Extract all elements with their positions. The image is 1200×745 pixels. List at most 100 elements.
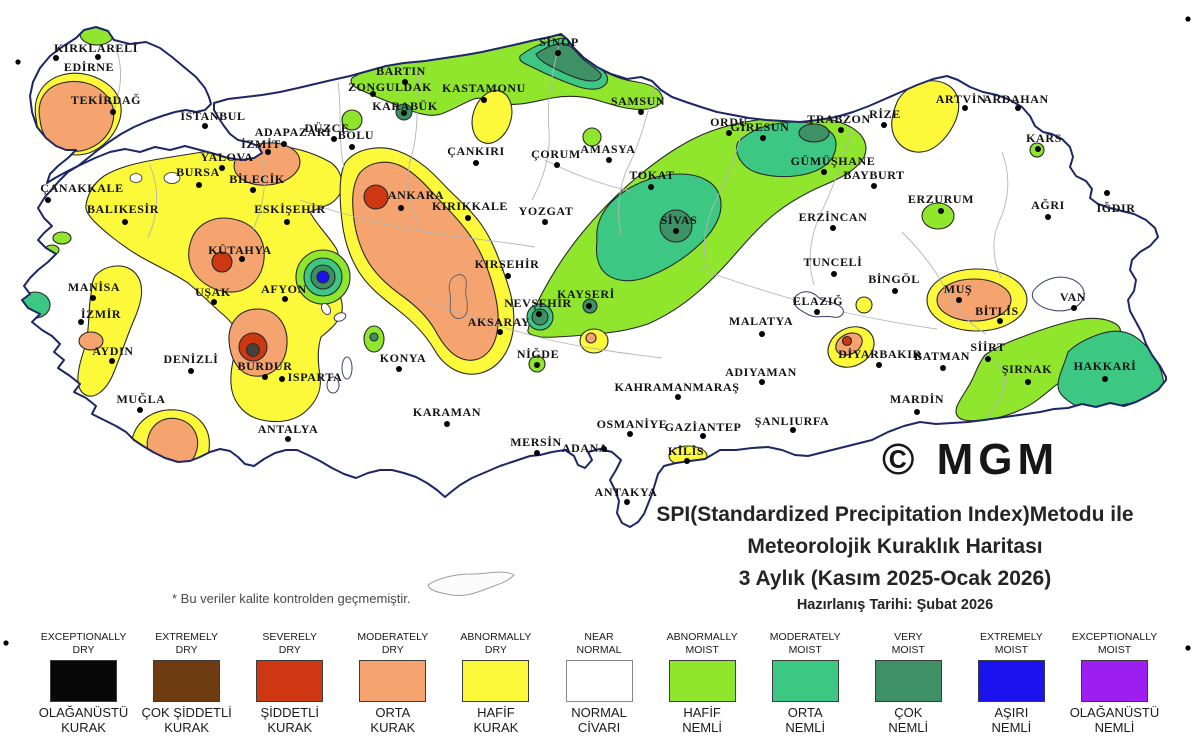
city-label-i̇zmi̇r: İZMİR bbox=[81, 307, 121, 321]
city-label-si̇vas: SİVAS bbox=[661, 213, 698, 227]
legend-swatch-very_moist bbox=[874, 660, 942, 702]
city-label-şirnak: ŞIRNAK bbox=[1002, 362, 1052, 376]
lake-egirdir bbox=[341, 356, 353, 380]
city-dot-adapazari bbox=[281, 141, 287, 147]
legend-swatch-moderately_moist bbox=[771, 660, 839, 702]
city-dot-elaziğ bbox=[814, 309, 820, 315]
city-dot-i̇stanbul bbox=[202, 123, 208, 129]
legend-item-moderately_moist: MODERATELY MOIST ORTA NEMLİ bbox=[754, 631, 857, 735]
city-dot-karaman bbox=[444, 421, 450, 427]
city-dot-uşak bbox=[211, 299, 217, 305]
region-nevsehir-core-moderately-dry bbox=[585, 332, 597, 344]
city-dot-çanakkale bbox=[45, 197, 51, 203]
city-dot-şirnak bbox=[1025, 379, 1031, 385]
city-dot-kastamonu bbox=[481, 97, 487, 103]
city-dot-kirşehi̇r bbox=[505, 273, 511, 279]
city-label-gümüşhane: GÜMÜŞHANE bbox=[791, 154, 876, 168]
city-label-trabzon: TRABZON bbox=[807, 112, 871, 126]
legend-label-tr-exceptionally_moist: OLAĞANÜSTÜ NEMLİ bbox=[1069, 705, 1160, 735]
legend-swatch-exceptionally_dry bbox=[50, 660, 118, 702]
city-label-ağri: AĞRI bbox=[1031, 198, 1065, 212]
city-label-erzurum: ERZURUM bbox=[908, 192, 974, 206]
city-dot-ki̇li̇s bbox=[684, 458, 690, 464]
legend-item-abnormally_moist: ABNORMALLY MOIST HAFİF NEMLİ bbox=[651, 631, 754, 735]
legend-item-very_moist: VERY MOIST ÇOK NEMLİ bbox=[857, 631, 960, 735]
region-erzurum-abnormally-moist bbox=[921, 202, 955, 230]
city-label-bi̇tli̇s: BİTLİS bbox=[975, 304, 1019, 318]
city-dot-konya bbox=[396, 366, 402, 372]
legend-label-en-abnormally_moist: ABNORMALLY MOIST bbox=[666, 631, 738, 656]
city-dot-artvi̇n bbox=[962, 105, 968, 111]
lake-keban bbox=[793, 291, 844, 318]
spi-legend: EXCEPTIONALLY DRY OLAĞANÜSTÜ KURAK EXTREMELY… bbox=[32, 631, 1166, 735]
cyprus-outline bbox=[427, 571, 515, 596]
near-normal-pocket bbox=[163, 172, 181, 184]
region-sinop-very-moist bbox=[535, 43, 602, 82]
city-dot-antalya bbox=[285, 436, 291, 442]
city-label-şanliurfa: ŞANLIURFA bbox=[755, 414, 830, 428]
city-label-bolu: BOLU bbox=[338, 128, 374, 142]
legend-item-severely_dry: SEVERELY DRY ŞİDDETLİ KURAK bbox=[238, 631, 341, 735]
city-label-gi̇resun: GİRESUN bbox=[731, 120, 790, 134]
city-dot-eski̇şehi̇r bbox=[284, 219, 290, 225]
city-dot-si̇i̇rt bbox=[985, 356, 991, 362]
city-dot-kayseri̇ bbox=[586, 303, 592, 309]
city-label-ki̇li̇s: KİLİS bbox=[668, 444, 704, 458]
city-dot-aydin bbox=[109, 358, 115, 364]
region-elazig-east-abnormally-dry bbox=[855, 296, 873, 314]
city-label-iğdir: IĞDIR bbox=[1096, 201, 1135, 215]
legend-swatch-severely_dry bbox=[256, 660, 324, 702]
legend-item-exceptionally_moist: EXCEPTIONALLY MOIST OLAĞANÜSTÜ NEMLİ bbox=[1063, 631, 1166, 735]
city-dot-bursa bbox=[196, 182, 202, 188]
legend-swatch-exceptionally_moist bbox=[1080, 660, 1148, 702]
region-ankara-severely-dry bbox=[363, 184, 389, 210]
city-dot-erzi̇ncan bbox=[830, 225, 836, 231]
city-dot-bi̇leci̇k bbox=[250, 187, 256, 193]
city-dot-bi̇tli̇s bbox=[997, 318, 1003, 324]
region-diyarbakir-severely-dry bbox=[841, 335, 853, 347]
city-dot-trabzon bbox=[838, 127, 844, 133]
stray-dot bbox=[1185, 16, 1191, 22]
city-label-kirşehi̇r: KIRŞEHİR bbox=[475, 257, 540, 271]
city-label-ordu: ORDU bbox=[710, 115, 748, 129]
city-dot-adana bbox=[601, 446, 607, 452]
city-dot-zonguldak bbox=[370, 91, 376, 97]
legend-label-tr-exceptionally_dry: OLAĞANÜSTÜ KURAK bbox=[38, 705, 129, 735]
city-label-balikesi̇r: BALIKESİR bbox=[87, 202, 159, 216]
city-label-antalya: ANTALYA bbox=[258, 422, 318, 436]
city-dot-kahramanmaraş bbox=[675, 394, 681, 400]
city-label-elaziğ: ELAZIĞ bbox=[793, 294, 843, 308]
city-dot-adiyaman bbox=[759, 379, 765, 385]
city-dot-şanliurfa bbox=[790, 427, 796, 433]
legend-swatch-abnormally_dry bbox=[462, 660, 530, 702]
city-dot-malatya bbox=[759, 331, 765, 337]
city-label-bursa: BURSA bbox=[176, 165, 220, 179]
legend-label-tr-extremely_dry: ÇOK ŞİDDETLİ KURAK bbox=[141, 705, 232, 735]
city-label-adana: ADANA bbox=[562, 441, 608, 455]
stray-dot bbox=[1185, 645, 1191, 651]
city-dot-iğdir bbox=[1104, 190, 1110, 196]
city-label-kütahya: KÜTAHYA bbox=[208, 243, 272, 257]
city-label-i̇zmi̇t: İZMİT bbox=[241, 137, 281, 151]
city-label-hakkari̇: HAKKARİ bbox=[1074, 359, 1137, 373]
city-dot-nevşehi̇r bbox=[536, 311, 542, 317]
city-label-si̇nop: SİNOP bbox=[539, 35, 579, 49]
city-dot-batman bbox=[940, 365, 946, 371]
city-dot-çorum bbox=[554, 162, 560, 168]
city-label-kayseri̇: KAYSERİ bbox=[557, 287, 615, 301]
region-kastamonu-abnormally-dry bbox=[471, 90, 513, 144]
city-dot-gümüşhane bbox=[821, 169, 827, 175]
city-label-ni̇ğde: NİĞDE bbox=[517, 347, 559, 361]
city-label-gazi̇antep: GAZİANTEP bbox=[665, 420, 742, 434]
region-afyon-core-extremely-moist bbox=[316, 270, 330, 284]
city-dot-mani̇sa bbox=[90, 295, 96, 301]
city-label-amasya: AMASYA bbox=[580, 142, 635, 156]
legend-swatch-abnormally_moist bbox=[668, 660, 736, 702]
city-label-batman: BATMAN bbox=[914, 349, 970, 363]
city-label-ankara: ANKARA bbox=[388, 188, 444, 202]
legend-label-tr-abnormally_moist: HAFİF NEMLİ bbox=[682, 705, 722, 735]
legend-swatch-near_normal bbox=[565, 660, 633, 702]
city-label-nevşehi̇r: NEVŞEHİR bbox=[504, 296, 571, 310]
region-nevsehir-core-very-moist bbox=[531, 308, 549, 326]
near-normal-pocket bbox=[129, 173, 143, 183]
